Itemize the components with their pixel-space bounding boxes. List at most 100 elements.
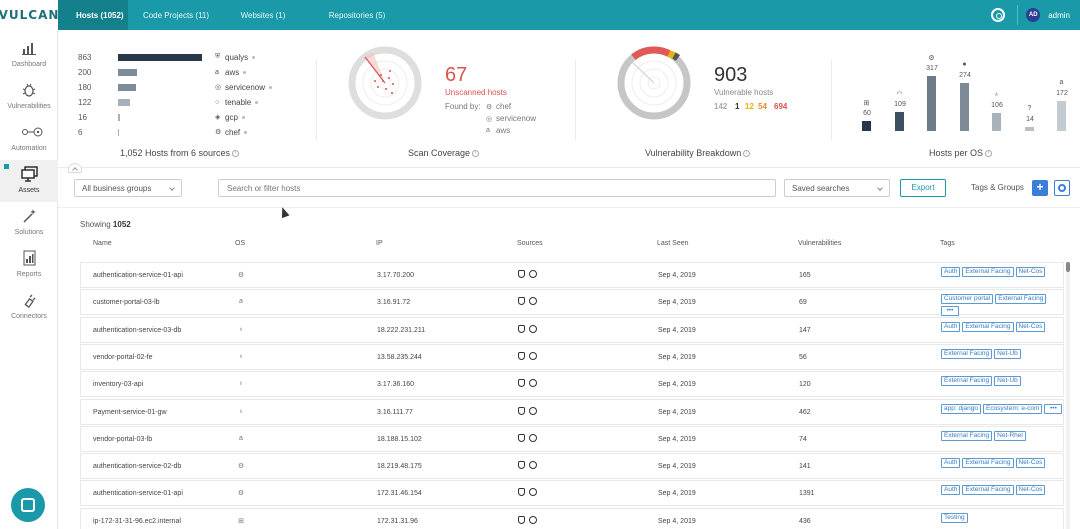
tag-chip[interactable]: Net-Cos [1015, 458, 1046, 469]
unscanned-count[interactable]: 67 [445, 64, 468, 86]
business-groups-select[interactable]: All business groups [74, 179, 182, 197]
severity-count[interactable]: 694 [774, 102, 788, 111]
tab-repositories[interactable]: Repositories (5) [328, 10, 386, 20]
tag-chip[interactable]: External Facing [962, 267, 1014, 277]
tag-chip[interactable]: External Facing [941, 348, 993, 359]
column-header-ip[interactable]: IP [376, 240, 383, 247]
tag-chip[interactable]: Net-Ub [994, 376, 1021, 387]
host-name[interactable]: authentication-service-03-db [93, 326, 182, 334]
table-row[interactable]: customer-portal-03-lb a 3.16.91.72 Sep 4, 2… [80, 289, 1064, 317]
tags-groups-label[interactable]: Tags & Groups [971, 183, 1024, 192]
settings-button[interactable] [1054, 180, 1070, 196]
os-bar-unknown[interactable] [1025, 127, 1034, 131]
table-row[interactable]: authentication-service-01-api ⚙ 3.17.70.20… [80, 262, 1064, 288]
source-row-tenable[interactable]: 122 ○ tenable [78, 95, 259, 109]
tag-chip[interactable]: Net-Cos [1015, 267, 1046, 277]
tag-chip[interactable]: Auth [941, 267, 961, 277]
host-name[interactable]: inventory-03-api [93, 381, 144, 389]
chat-support-button[interactable] [11, 488, 45, 522]
sidebar-item-assets[interactable]: Assets [0, 160, 58, 202]
vulnerable-hosts-count[interactable]: 903 [714, 64, 748, 86]
tag-chip[interactable]: Net-Cos [1015, 321, 1046, 332]
table-row[interactable]: authentication-service-02-db ⚙ 18.219.48.1… [80, 453, 1064, 480]
sidebar-item-automation[interactable]: Automation [0, 118, 58, 160]
add-button[interactable]: + [1032, 180, 1048, 196]
info-icon[interactable]: i [985, 150, 993, 158]
tag-chip[interactable]: Ecosystem: e-com [982, 403, 1043, 414]
host-name[interactable]: Payment-service-01-gw [93, 408, 167, 416]
table-row[interactable]: inventory-03-api ♁ 3.17.36.160 Sep 4, 2019 1… [80, 371, 1064, 398]
column-header-last-seen[interactable]: Last Seen [657, 240, 689, 247]
column-header-tags[interactable]: Tags [940, 240, 955, 247]
tag-chip[interactable]: Auth [941, 458, 961, 469]
tag-chip[interactable]: External Facing [995, 294, 1047, 305]
host-name[interactable]: authentication-service-01-api [93, 490, 183, 498]
source-row-aws[interactable]: 200 a aws [78, 65, 247, 79]
source-row-qualys[interactable]: 863 ⛨ qualys [78, 50, 256, 64]
user-avatar[interactable]: AD [1026, 8, 1041, 22]
table-row[interactable]: ip-172-31-31-96.ec2.internal ⊞ 172.31.31.9… [80, 507, 1064, 529]
user-name[interactable]: admin [1048, 10, 1070, 20]
host-name[interactable]: authentication-service-01-api [93, 272, 183, 279]
settings-gear-icon[interactable] [991, 8, 1006, 22]
os-bar-centos[interactable] [992, 113, 1001, 131]
host-name[interactable]: ip-172-31-31-96.ec2.internal [93, 517, 181, 525]
tag-chip[interactable]: Net-Ub [994, 348, 1021, 359]
scrollbar-thumb[interactable] [1066, 262, 1070, 272]
more-tags-button[interactable]: ••• [941, 306, 959, 317]
os-bar-amazon[interactable] [1057, 101, 1066, 131]
info-icon[interactable]: i [232, 150, 240, 158]
os-bar-windows[interactable] [862, 121, 871, 131]
sidebar-item-reports[interactable]: Reports [0, 244, 58, 286]
tag-chip[interactable]: Auth [941, 321, 961, 332]
table-row[interactable]: vendor-portal-02-fe ♁ 13.58.235.244 Sep 4, … [80, 343, 1064, 370]
tag-chip[interactable]: Customer portal [941, 294, 994, 305]
info-icon[interactable]: i [743, 150, 751, 158]
tag-chip[interactable]: Auth [941, 485, 961, 496]
severity-count[interactable]: 1 [735, 102, 740, 111]
vulcan-logo[interactable]: VULCAN [0, 0, 58, 30]
os-bar-redhat[interactable] [960, 83, 969, 131]
tab-hosts[interactable]: Hosts (1052) [58, 0, 128, 30]
column-header-vulnerabilities[interactable]: Vulnerabilities [798, 240, 842, 247]
tab-websites[interactable]: Websites (1) [240, 10, 286, 20]
tag-chip[interactable]: Testing [941, 512, 968, 523]
sidebar-item-vulnerabilities[interactable]: Vulnerabilities [0, 76, 58, 118]
source-row-chef[interactable]: 6 ⚙ chef [78, 125, 248, 139]
table-row[interactable]: vendor-portal-03-lb a 18.188.15.102 Sep 4, … [80, 425, 1064, 452]
severity-count[interactable]: 142 [714, 102, 728, 111]
table-row[interactable]: authentication-service-03-db ♁ 18.222.231.… [80, 316, 1064, 343]
tag-chip[interactable]: External Facing [941, 376, 993, 387]
tag-chip[interactable]: Net-Rhel [994, 430, 1026, 441]
severity-count[interactable]: 12 [745, 102, 754, 111]
export-button[interactable]: Export [900, 179, 946, 197]
more-tags-button[interactable]: ••• [1044, 403, 1063, 414]
search-hosts-input[interactable] [218, 179, 776, 197]
sidebar-item-dashboard[interactable]: Dashboard [0, 34, 58, 76]
info-icon[interactable]: i [472, 150, 480, 158]
host-name[interactable]: vendor-portal-02-fe [93, 353, 153, 361]
tab-code-projects[interactable]: Code Projects (11) [142, 10, 210, 20]
column-header-name[interactable]: Name [93, 240, 112, 247]
sidebar-item-solutions[interactable]: Solutions [0, 202, 58, 244]
source-row-servicenow[interactable]: 180 ◎ servicenow [78, 80, 273, 94]
table-scrollbar[interactable] [1066, 262, 1070, 529]
column-header-sources[interactable]: Sources [517, 240, 543, 247]
tag-chip[interactable]: External Facing [941, 430, 993, 441]
table-row[interactable]: Payment-service-01-gw ♁ 3.16.111.77 Sep 4, … [80, 398, 1064, 425]
host-name[interactable]: vendor-portal-03-lb [93, 435, 153, 443]
saved-searches-select[interactable]: Saved searches [784, 179, 890, 197]
tag-chip[interactable]: External Facing [962, 321, 1014, 332]
os-bar-debian[interactable] [895, 112, 904, 131]
tag-chip[interactable]: External Facing [962, 485, 1014, 496]
severity-count[interactable]: 54 [758, 102, 767, 111]
os-bar-ubuntu[interactable] [927, 76, 936, 131]
tag-chip[interactable]: External Facing [962, 458, 1014, 469]
sidebar-item-connectors[interactable]: Connectors [0, 286, 58, 328]
host-name[interactable]: authentication-service-02-db [93, 463, 182, 471]
host-name[interactable]: customer-portal-03-lb [93, 299, 160, 307]
collapse-summary-button[interactable] [68, 163, 82, 173]
source-row-gcp[interactable]: 16 ◈ gcp [78, 110, 245, 124]
tag-chip[interactable]: Net-Cos [1015, 485, 1046, 496]
table-row[interactable]: authentication-service-01-api ⚙ 172.31.46.… [80, 480, 1064, 507]
